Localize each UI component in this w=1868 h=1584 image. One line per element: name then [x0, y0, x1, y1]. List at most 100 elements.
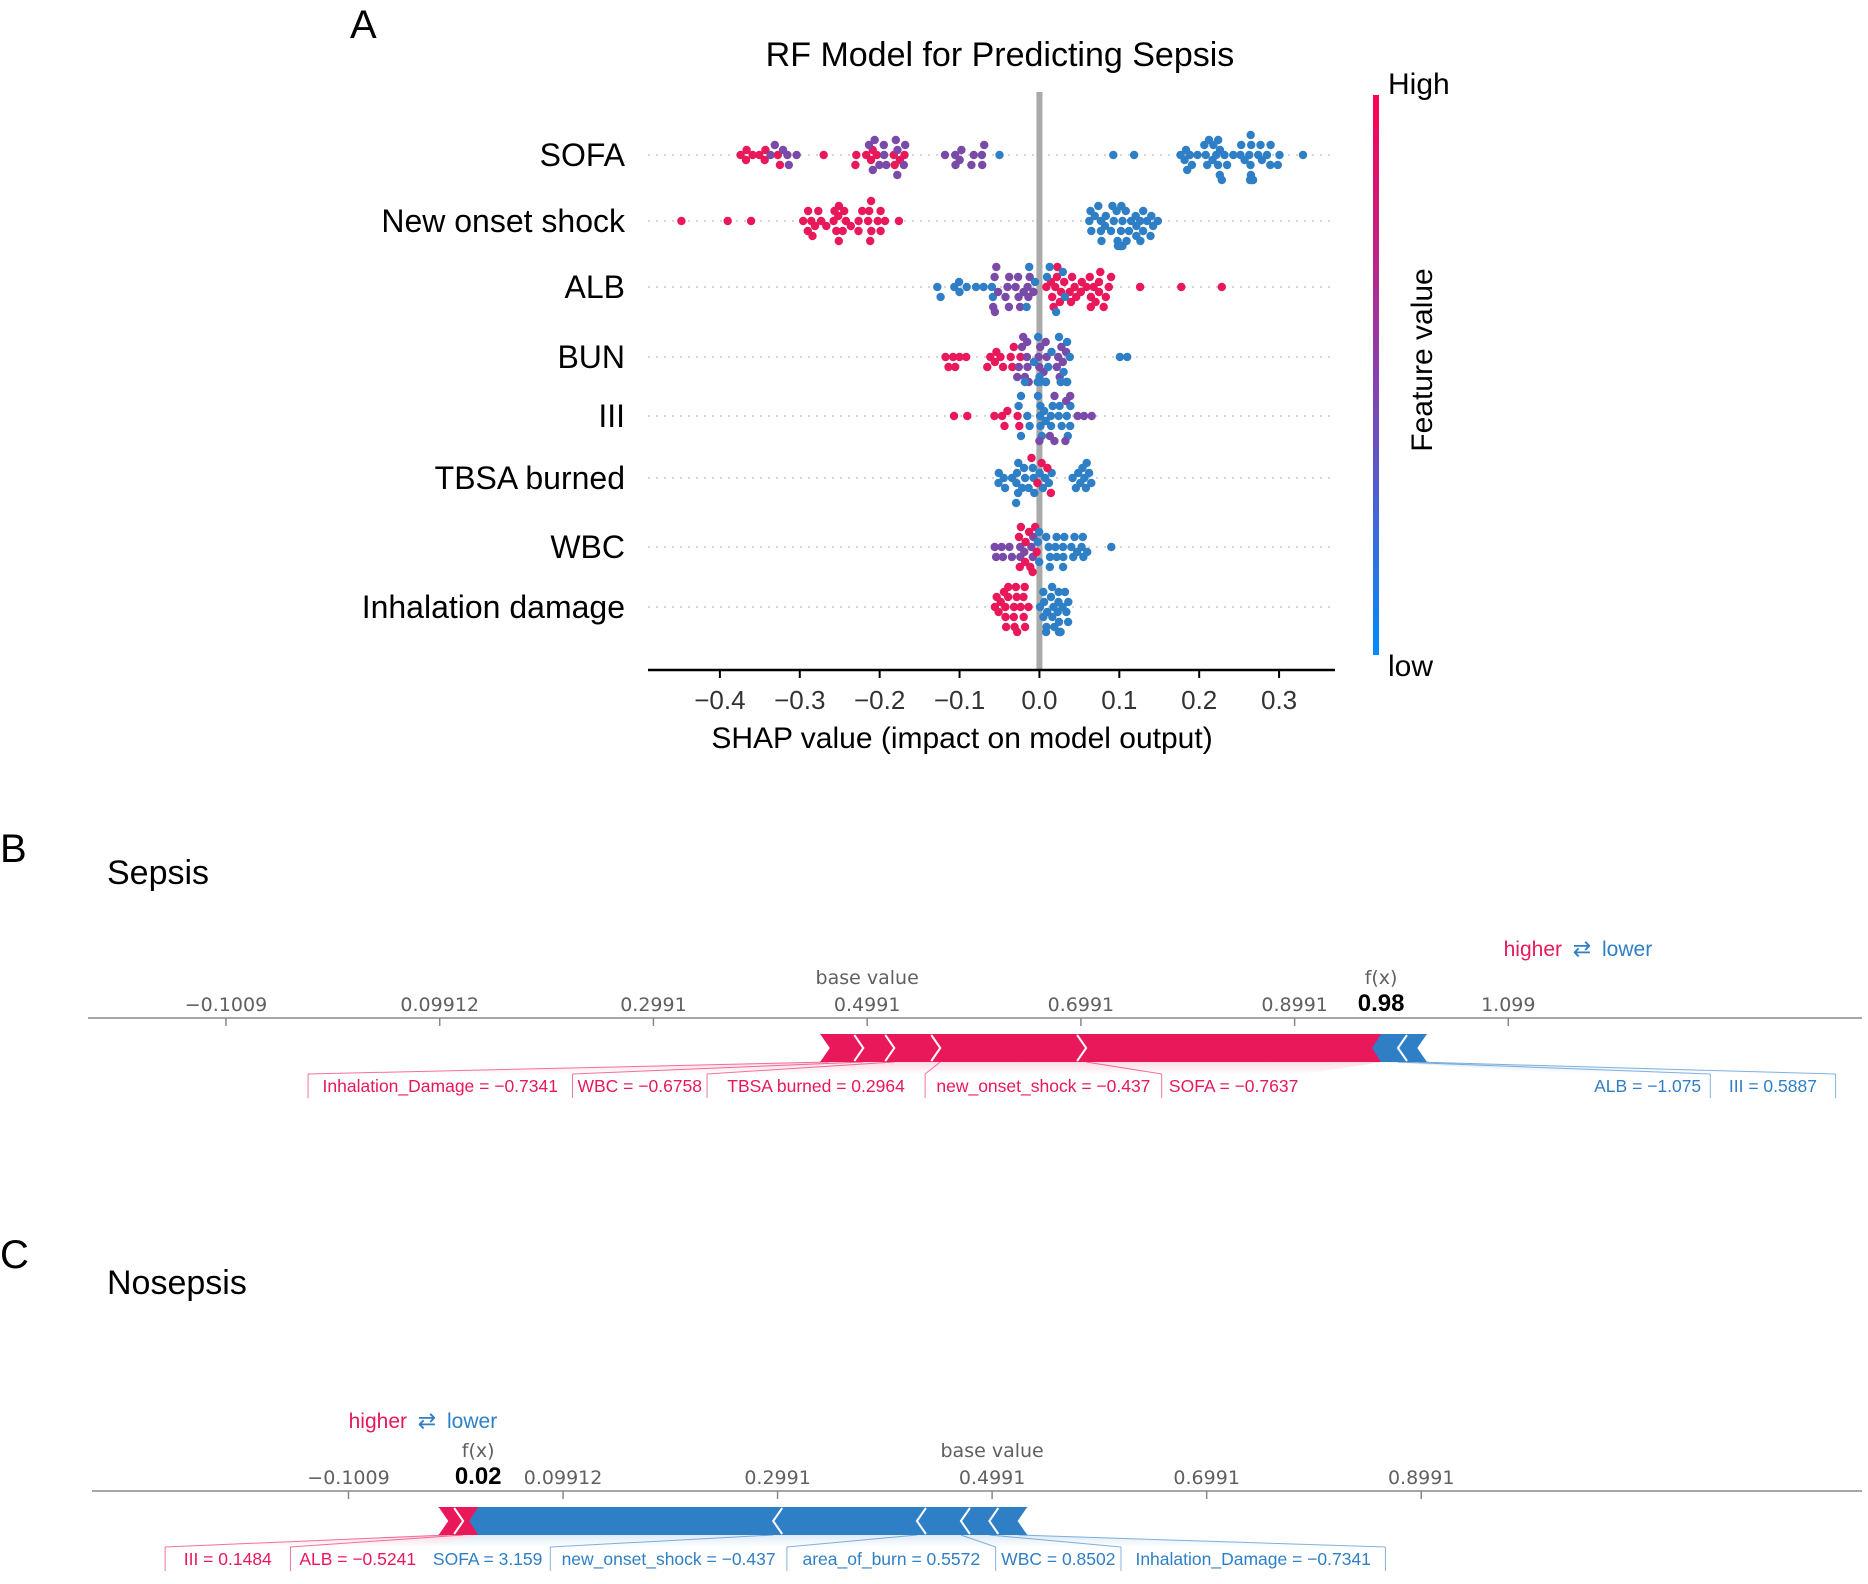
shap-point — [1022, 352, 1032, 362]
force-tick-label: 0.8991 — [1388, 1467, 1454, 1489]
shap-point — [1037, 458, 1046, 468]
shap-point — [1247, 175, 1257, 185]
shap-point — [1064, 597, 1073, 607]
shap-point — [1030, 488, 1039, 498]
shap-point — [955, 155, 964, 165]
shap-point — [1047, 347, 1056, 357]
shap-point — [1035, 436, 1044, 446]
force-connector — [989, 1534, 1122, 1548]
shap-point — [1003, 406, 1012, 416]
shap-point — [1029, 357, 1039, 367]
shap-point — [1053, 262, 1062, 272]
shap-point — [1035, 468, 1044, 478]
shap-point — [1057, 421, 1066, 431]
shap-point — [899, 160, 908, 170]
shap-point — [852, 150, 861, 160]
shap-point — [991, 552, 1001, 562]
shap-point — [1055, 401, 1064, 411]
panel-b: B Sepsis −0.1009 0.09912 0.2991 0.4991 0.699… — [0, 827, 1862, 1098]
shap-point — [1060, 587, 1070, 597]
shap-point — [792, 150, 801, 160]
shap-point — [866, 155, 876, 165]
shap-point — [962, 352, 971, 362]
shap-point — [1083, 547, 1092, 557]
force-tick-label: 0.09912 — [400, 994, 479, 1016]
shap-point — [1054, 587, 1063, 597]
shap-point — [1025, 272, 1034, 282]
shap-point — [1006, 352, 1015, 362]
shap-point — [1042, 532, 1051, 542]
shap-point — [1027, 453, 1036, 463]
force-segment-divider — [959, 1507, 971, 1535]
fx-value: 0.02 — [455, 1463, 502, 1490]
shap-point — [1035, 527, 1044, 537]
shap-point — [1193, 150, 1202, 160]
feature-label: SOFA — [540, 137, 626, 173]
force-tick-label: 0.2991 — [744, 1467, 810, 1489]
fx-label: f(x) — [462, 1440, 495, 1462]
shap-point — [1014, 401, 1023, 411]
force-segment-divider — [771, 1507, 784, 1535]
force-label-shade — [707, 1062, 941, 1074]
force-feature-label: III = 0.5887 — [1729, 1076, 1817, 1096]
fx-label: f(x) — [1365, 967, 1398, 989]
shap-point — [1041, 416, 1050, 426]
shap-point — [1045, 552, 1055, 562]
force-connector — [308, 1061, 829, 1075]
force-tick-label: 0.09912 — [524, 1467, 603, 1489]
shap-point — [1046, 488, 1056, 498]
shap-point — [1019, 612, 1028, 622]
shap-point — [1063, 617, 1073, 627]
shap-point — [1025, 262, 1034, 272]
shap-point — [1067, 272, 1077, 282]
shap-point — [1180, 155, 1189, 165]
force-segment-divider — [453, 1507, 465, 1535]
shap-point — [957, 145, 966, 155]
shap-point — [1058, 542, 1068, 552]
shap-point — [1019, 592, 1028, 602]
x-tick-label: 0.1 — [1101, 685, 1137, 715]
shap-point — [1104, 282, 1114, 292]
shap-point — [1109, 150, 1118, 160]
shap-point — [994, 478, 1003, 488]
shap-point — [834, 236, 843, 246]
shap-point — [1214, 135, 1223, 145]
shap-point — [1089, 282, 1098, 292]
shap-point — [1069, 552, 1078, 562]
shap-point — [901, 140, 910, 150]
shap-point — [742, 145, 751, 155]
shap-point — [1066, 297, 1076, 307]
shap-point — [1047, 582, 1057, 592]
shap-point — [1257, 155, 1267, 165]
shap-point — [873, 216, 882, 226]
legend-lower: lower — [1602, 938, 1652, 961]
chart-a-title: RF Model for Predicting Sepsis — [766, 36, 1235, 74]
shap-point — [1024, 602, 1033, 612]
shap-point — [1046, 592, 1056, 602]
shap-point — [1016, 431, 1026, 441]
shap-point — [1062, 411, 1072, 421]
chart-c-title: Nosepsis — [107, 1264, 247, 1302]
shap-point — [1147, 211, 1156, 221]
shap-point — [1013, 627, 1022, 637]
shap-point — [1015, 562, 1024, 572]
shap-point — [1229, 150, 1238, 160]
feature-label: BUN — [557, 339, 625, 375]
force-feature-label: WBC = 0.8502 — [1001, 1549, 1115, 1569]
shap-point — [1020, 622, 1030, 632]
force-label-shade — [786, 1535, 996, 1547]
colorbar-low-label: low — [1388, 650, 1433, 683]
shap-point — [1048, 612, 1057, 622]
legend-higher: higher — [349, 1410, 407, 1433]
shap-point — [1044, 362, 1053, 372]
shap-point — [1013, 372, 1022, 382]
shap-point — [998, 552, 1008, 562]
shap-point — [1019, 463, 1029, 473]
shap-point — [993, 287, 1003, 297]
shap-point — [1217, 282, 1227, 292]
force-feature-label: ALB = −1.075 — [1594, 1076, 1701, 1096]
x-tick-label: 0.3 — [1261, 685, 1297, 715]
shap-point — [990, 307, 1000, 317]
shap-point — [1009, 602, 1019, 612]
shap-point — [1068, 473, 1077, 483]
